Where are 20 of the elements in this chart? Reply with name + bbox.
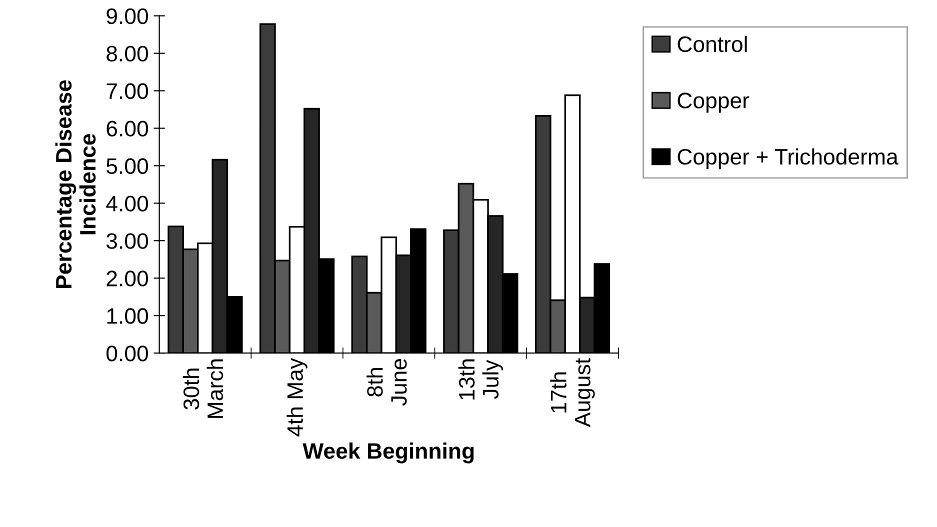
x-axis-title: Week Beginning bbox=[302, 442, 474, 464]
y-tick-label: 0.00 bbox=[106, 346, 148, 362]
y-axis-title: Percentage Disease Incidence bbox=[55, 80, 96, 288]
y-tick-label: 1.00 bbox=[107, 308, 148, 324]
legend-label: Control bbox=[678, 36, 747, 52]
x-tick-label: 17th August bbox=[550, 358, 595, 428]
x-tick-label: 4th May bbox=[286, 358, 308, 436]
y-tick-label: 7.00 bbox=[106, 83, 148, 100]
y-tick-label: 8.00 bbox=[106, 46, 148, 62]
x-tick-label: 30th March bbox=[182, 359, 224, 418]
x-tick-label: 8th June bbox=[366, 358, 407, 406]
y-tick-label: 3.00 bbox=[106, 233, 148, 249]
y-tick-label: 2.00 bbox=[106, 270, 148, 286]
y-tick-label: 9.00 bbox=[106, 8, 148, 24]
x-tick-label: 13th July bbox=[458, 359, 504, 400]
legend-label: Copper bbox=[678, 92, 750, 113]
y-tick-label: 6.00 bbox=[106, 120, 148, 137]
y-tick-label: 5.00 bbox=[106, 158, 148, 174]
legend-label: Copper + Trichoderma bbox=[678, 148, 898, 170]
y-tick-label: 4.00 bbox=[106, 196, 148, 212]
